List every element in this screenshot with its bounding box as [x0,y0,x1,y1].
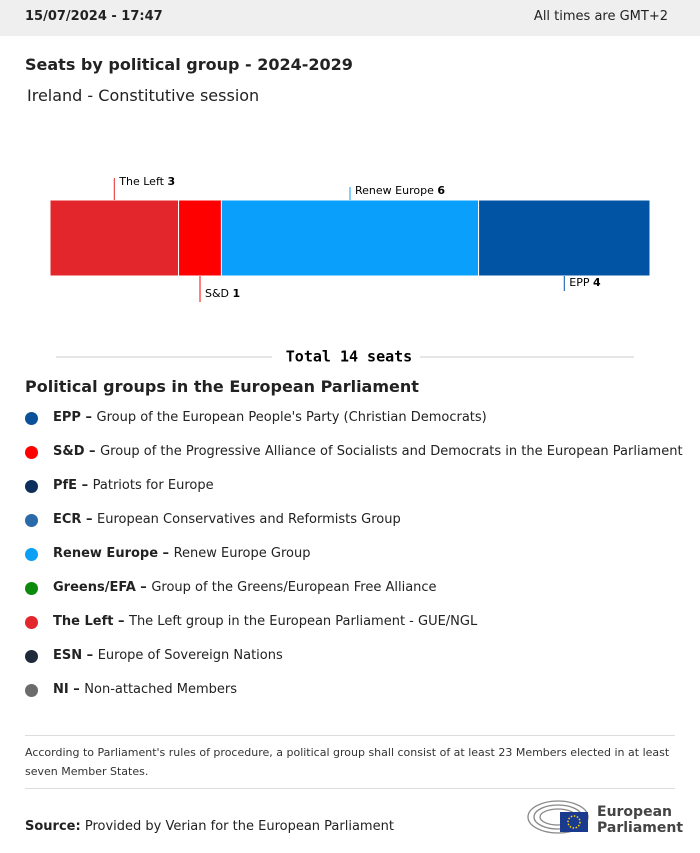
legend-text: PfE – Patriots for Europe [53,478,214,493]
bar-segment [178,199,222,277]
chart: Total 14 seats The Left 3 S&D 1 Renew Euro… [49,175,651,366]
legend-dot [25,650,38,663]
legend-dot [25,582,38,595]
legend-name: Patriots for Europe [92,478,214,493]
legend-name: Group of the Greens/European Free Allian… [151,580,437,595]
logo-text: European Parliament [597,804,683,836]
source-text: Provided by Verian for the European Parl… [84,819,394,834]
legend-abbr: NI – [53,682,80,697]
legend-abbr: S&D – [53,444,96,459]
total-seats: Total 14 seats [286,348,412,366]
source-label: Source: [25,819,81,834]
source: Source: Provided by Verian for the Europ… [25,819,394,834]
chart-subtitle: Ireland - Constitutive session [27,86,260,105]
segment-label: S&D 1 [205,287,240,300]
footnote: According to Parliament's rules of proce… [25,746,670,778]
legend-name: Group of the European People's Party (Ch… [96,410,487,425]
legend-abbr: The Left – [53,614,125,629]
logo-line: European [597,804,672,820]
logo-line: Parliament [597,820,684,836]
rule [25,788,675,789]
bar-segment [478,199,651,277]
legend-abbr: EPP – [53,410,92,425]
legend-dot [25,548,38,561]
logo-mark [527,800,589,834]
segment-value: 1 [233,287,241,300]
legend-text: Greens/EFA – Group of the Greens/Europea… [53,580,437,595]
legend-abbr: ECR – [53,512,93,527]
header-bar: 15/07/2024 - 17:47 All times are GMT+2 [0,0,700,36]
legend-name: Europe of Sovereign Nations [97,648,283,663]
segment-name: The Left [118,175,164,188]
chart-title: Seats by political group - 2024-2029 [25,55,353,74]
bar-segment [220,199,480,277]
legend-name: European Conservatives and Reformists Gr… [97,512,401,527]
legend-abbr: Renew Europe – [53,546,170,561]
legend-text: EPP – Group of the European People's Par… [53,410,487,425]
rule [25,735,675,736]
segment-name: EPP [569,276,590,289]
segment-label: Renew Europe 6 [355,184,445,197]
segment-name: S&D [205,287,229,300]
segment-label: EPP 4 [569,276,601,289]
legend-abbr: Greens/EFA – [53,580,147,595]
legend-abbr: PfE – [53,478,89,493]
legend-name: Non-attached Members [84,682,238,697]
legend-text: The Left – The Left group in the Europea… [53,614,477,629]
legend-text: ESN – Europe of Sovereign Nations [53,648,283,663]
legend-title: Political groups in the European Parliam… [25,377,419,396]
legend-text: ECR – European Conservatives and Reformi… [53,512,401,527]
legend-name: The Left group in the European Parliamen… [129,614,478,629]
legend-dot [25,616,38,629]
legend-text: Renew Europe – Renew Europe Group [53,546,310,561]
legend-abbr: ESN – [53,648,94,663]
segment-value: 3 [167,175,175,188]
legend-dot [25,446,38,459]
legend-dot [25,514,38,527]
bar-segment [49,199,180,277]
legend-dot [25,480,38,493]
segment-name: Renew Europe [355,184,434,197]
datetime: 15/07/2024 - 17:47 [25,9,163,24]
legend-dot [25,684,38,697]
segment-value: 6 [437,184,445,197]
legend-text: S&D – Group of the Progressive Alliance … [53,444,683,459]
segment-label: The Left 3 [118,175,175,188]
segment-value: 4 [593,276,601,289]
timezone: All times are GMT+2 [533,9,668,24]
legend-text: NI – Non-attached Members [53,682,237,697]
legend-dot [25,412,38,425]
legend-name: Renew Europe Group [173,546,311,561]
legend-name: Group of the Progressive Alliance of Soc… [100,444,683,459]
